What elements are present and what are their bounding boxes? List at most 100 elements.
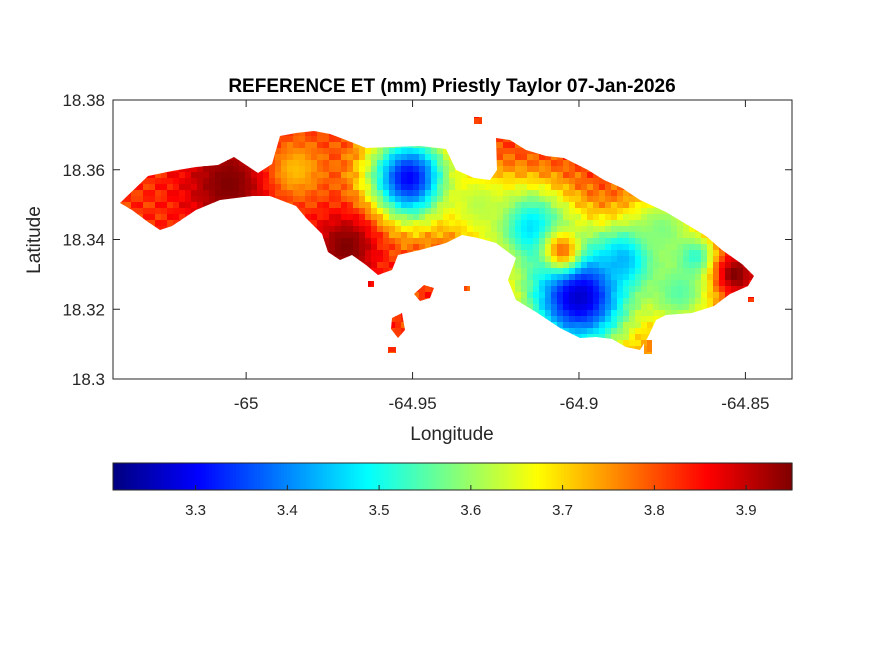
heatmap-cell — [647, 220, 654, 227]
heatmap-cell — [533, 154, 540, 161]
heatmap-cell — [665, 256, 672, 263]
heatmap-cell — [443, 190, 450, 197]
heatmap-cell — [365, 250, 372, 257]
heatmap-cell — [671, 238, 678, 245]
heatmap-cell — [233, 172, 240, 179]
heatmap-cell — [425, 232, 432, 239]
heatmap-cell — [533, 196, 540, 203]
heatmap-cell — [563, 178, 570, 185]
heatmap-cell — [395, 148, 402, 155]
heatmap-cell — [191, 190, 198, 197]
heatmap-cell — [227, 190, 234, 197]
heatmap-cell — [581, 196, 588, 203]
heatmap-cell — [425, 154, 432, 161]
heatmap-cell — [467, 196, 474, 203]
heatmap-cell — [449, 178, 456, 185]
heatmap-cell — [311, 214, 318, 221]
heatmap-cell — [545, 232, 552, 239]
heatmap-cell — [155, 208, 162, 215]
heatmap-cell — [293, 142, 300, 149]
heatmap-cell — [329, 238, 336, 245]
heatmap-cell — [209, 190, 216, 197]
heatmap-cell — [305, 172, 312, 179]
heatmap-cell — [647, 262, 654, 269]
heatmap-cell — [221, 172, 228, 179]
heatmap-cell — [407, 178, 414, 185]
heatmap-cell — [347, 226, 354, 233]
heatmap-cell — [581, 298, 588, 305]
heatmap-cell — [143, 196, 150, 203]
heatmap-cell — [377, 238, 384, 245]
heatmap-cell — [647, 202, 654, 209]
heatmap-cell — [623, 322, 630, 329]
heatmap-cell — [371, 208, 378, 215]
heatmap-cell — [365, 178, 372, 185]
heatmap-cell — [527, 280, 534, 287]
heatmap-cell — [407, 226, 414, 233]
heatmap-cell — [569, 244, 576, 251]
heatmap-cell — [443, 166, 450, 173]
heatmap-cell — [371, 256, 378, 263]
heatmap-cell — [539, 172, 546, 179]
heatmap-cell — [281, 172, 288, 179]
heatmap-cell — [353, 250, 360, 257]
heatmap-cell — [749, 274, 754, 281]
heatmap-cell — [425, 196, 432, 203]
heatmap-cell — [617, 184, 624, 191]
heatmap-cell — [587, 292, 594, 299]
heatmap-cell — [671, 268, 678, 275]
heatmap-cell — [581, 190, 588, 197]
heatmap-cell — [359, 256, 366, 263]
heatmap-cell — [581, 184, 588, 191]
heatmap-cell — [617, 196, 624, 203]
heatmap-cell — [323, 184, 330, 191]
heatmap-cell — [683, 232, 690, 239]
heatmap-cell — [257, 172, 264, 179]
heatmap-cell — [641, 310, 648, 317]
heatmap-cell — [341, 244, 348, 251]
heatmap-cell — [203, 178, 210, 185]
heatmap-cell — [479, 196, 486, 203]
heatmap-cell — [515, 220, 522, 227]
heatmap-cell — [569, 220, 576, 227]
heatmap-cell — [197, 166, 204, 173]
heatmap-cell — [599, 220, 606, 227]
heatmap-cell — [629, 226, 636, 233]
heatmap-cell — [533, 214, 540, 221]
heatmap-cell — [653, 238, 660, 245]
heatmap-cell — [611, 184, 618, 191]
heatmap-cell — [449, 226, 456, 233]
heatmap-cell — [215, 190, 222, 197]
heatmap-cell — [665, 232, 672, 239]
heatmap-cell — [605, 214, 612, 221]
heatmap-cell — [281, 136, 288, 143]
heatmap-cell — [431, 160, 438, 167]
heatmap-cell — [323, 214, 330, 221]
heatmap-cell — [329, 250, 336, 257]
heatmap-cell — [449, 196, 456, 203]
heatmap-cell — [593, 244, 600, 251]
heatmap-cell — [323, 220, 330, 227]
heatmap-cell — [641, 334, 648, 341]
heatmap-cell — [329, 208, 336, 215]
heatmap-cell — [581, 274, 588, 281]
heatmap-cell — [533, 250, 540, 257]
heatmap-cell — [509, 178, 516, 185]
heatmap-cell — [425, 292, 432, 299]
heatmap-cell — [539, 178, 546, 185]
heatmap-cell — [419, 172, 426, 179]
heatmap-cell — [527, 172, 534, 179]
heatmap-cell — [377, 166, 384, 173]
heatmap-cell — [623, 310, 630, 317]
heatmap-cell — [707, 238, 714, 245]
heatmap-cell — [635, 220, 642, 227]
heatmap-cell — [641, 328, 648, 335]
heatmap-cell — [431, 172, 438, 179]
heatmap-cell — [491, 226, 498, 233]
heatmap-cell — [593, 268, 600, 275]
heatmap-cell — [353, 160, 360, 167]
heatmap-cell — [683, 250, 690, 257]
heatmap-cell — [383, 184, 390, 191]
heatmap-cell — [593, 328, 600, 335]
heatmap-cell — [563, 256, 570, 263]
